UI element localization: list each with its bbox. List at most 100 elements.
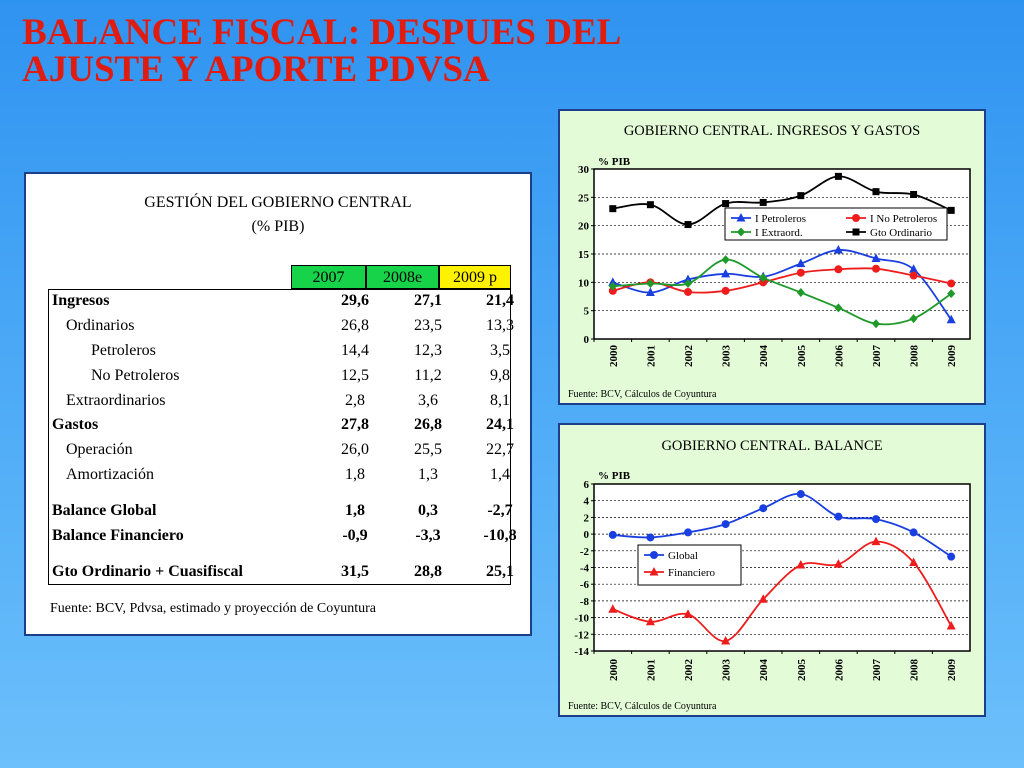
row-label: Petroleros <box>91 342 156 359</box>
legend-label: Financiero <box>668 567 716 579</box>
data-point <box>608 530 617 539</box>
data-point <box>608 604 618 613</box>
data-point <box>947 206 955 214</box>
data-point <box>834 303 843 313</box>
x-tick-label: 2002 <box>683 345 695 368</box>
series-gto-ordinario <box>609 172 955 229</box>
cell-2009: 8,1 <box>490 392 510 409</box>
table-row: Ordinarios 26,8 23,5 13,3 <box>48 314 514 338</box>
y-tick-label: 25 <box>578 192 590 204</box>
row-label: Gto Ordinario + Cuasifiscal <box>52 563 243 580</box>
data-point <box>833 559 843 568</box>
data-point <box>645 616 655 626</box>
data-point <box>684 278 692 288</box>
cell-2008: 25,5 <box>414 441 442 458</box>
y-tick-label: 2 <box>584 512 590 524</box>
data-point <box>909 264 919 273</box>
table-subtitle: (% PIB) <box>251 218 305 235</box>
data-point <box>796 559 806 569</box>
table-row: Petroleros 14,4 12,3 3,5 <box>48 339 511 363</box>
cell-2007: 29,6 <box>341 292 369 309</box>
row-label: Ingresos <box>52 292 110 309</box>
data-point <box>684 287 692 296</box>
legend-marker <box>650 551 658 559</box>
data-point <box>721 255 730 265</box>
x-tick-label: 2002 <box>683 659 695 682</box>
x-tick-label: 2006 <box>833 345 845 368</box>
y-tick-label: 4 <box>584 496 590 508</box>
y-tick-label: 20 <box>578 221 590 233</box>
data-point <box>872 319 880 329</box>
data-point <box>759 504 768 513</box>
page-title: BALANCE FISCAL: DESPUES DEL AJUSTE Y APO… <box>22 14 621 88</box>
cell-2008: 1,3 <box>418 466 438 483</box>
cell-2008: 26,8 <box>414 416 442 433</box>
chart-title: GOBIERNO CENTRAL. BALANCE <box>661 438 882 454</box>
data-point <box>646 278 655 288</box>
x-tick-label: 2007 <box>871 345 883 368</box>
data-point <box>721 286 730 295</box>
chart-balance: GOBIERNO CENTRAL. BALANCE % PIB -14 -12 -10 -… <box>558 423 986 717</box>
y-tick-label: 0 <box>584 529 590 541</box>
table-row: Gto Ordinario + Cuasifiscal 31,5 28,8 25… <box>48 560 514 584</box>
data-point <box>645 287 655 297</box>
data-point <box>646 533 655 542</box>
chart-source: Fuente: BCV, Cálculos de Coyuntura <box>568 389 717 400</box>
y-tick-label: 5 <box>584 306 590 318</box>
cell-2009: 22,7 <box>486 441 514 458</box>
y-tick-label: -14 <box>574 646 589 658</box>
cell-2009: 21,4 <box>486 292 514 309</box>
data-point <box>947 552 956 561</box>
series-line-i-no-petroleros <box>612 267 952 294</box>
y-tick-label: 6 <box>584 479 590 491</box>
chart-title: GOBIERNO CENTRAL. INGRESOS Y GASTOS <box>624 123 920 139</box>
data-point <box>796 490 805 499</box>
y-tick-label: 0 <box>584 334 590 346</box>
cell-2007: -0,9 <box>342 527 368 544</box>
legend-label: Global <box>668 550 698 562</box>
x-tick-label: 2007 <box>871 659 883 682</box>
data-point <box>909 528 918 537</box>
data-point <box>909 271 918 280</box>
cell-2007: 31,5 <box>341 563 369 580</box>
row-label: Balance Global <box>52 502 157 519</box>
table-row: Ingresos 29,6 27,1 21,4 <box>48 289 514 313</box>
table-row: Balance Global 1,8 0,3 -2,7 <box>48 499 513 523</box>
cell-2009: 1,4 <box>490 466 510 483</box>
legend-marker <box>852 228 860 236</box>
cell-2009: 25,1 <box>486 563 514 580</box>
table-row: Extraordinarios 2,8 3,6 8,1 <box>48 389 511 413</box>
cell-2007: 12,5 <box>341 367 369 384</box>
data-point <box>872 188 880 196</box>
data-point <box>797 192 805 200</box>
x-tick-label: 2008 <box>909 345 921 368</box>
row-label: Amortización <box>66 466 154 483</box>
data-point <box>646 201 654 209</box>
data-point <box>721 520 730 529</box>
cell-2007: 2,8 <box>345 392 365 409</box>
x-tick-label: 2004 <box>758 345 770 368</box>
legend-marker <box>736 213 746 222</box>
series-line-financiero <box>612 540 952 642</box>
page-title-line2: AJUSTE Y APORTE PDVSA <box>22 49 490 90</box>
cell-2007: 1,8 <box>345 502 365 519</box>
legend-label: I No Petroleros <box>870 213 937 225</box>
data-point <box>834 512 843 521</box>
x-tick-label: 2001 <box>645 345 657 367</box>
y-tick-label: -10 <box>574 613 589 625</box>
cell-2008: 23,5 <box>414 317 442 334</box>
data-point <box>684 528 692 537</box>
data-point <box>759 273 768 283</box>
row-label: Operación <box>66 441 133 458</box>
cell-2009: -2,7 <box>487 502 513 519</box>
legend-marker <box>649 567 659 576</box>
data-point <box>909 314 918 324</box>
row-label: No Petroleros <box>91 367 180 384</box>
cell-2009: 13,3 <box>486 317 514 334</box>
cell-2008: -3,3 <box>415 527 441 544</box>
x-tick-label: 2001 <box>645 659 657 681</box>
data-point <box>609 205 617 213</box>
legend-marker <box>737 227 745 237</box>
data-point <box>722 200 730 208</box>
cell-2008: 12,3 <box>414 342 442 359</box>
